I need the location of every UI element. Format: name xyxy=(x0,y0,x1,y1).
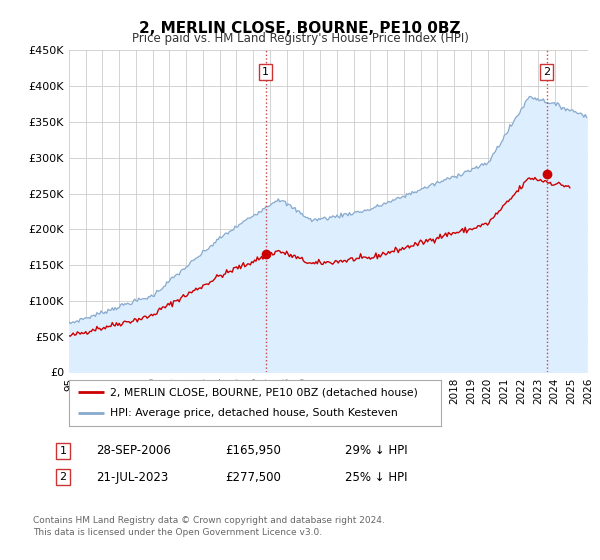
Text: HPI: Average price, detached house, South Kesteven: HPI: Average price, detached house, Sout… xyxy=(110,408,398,418)
Text: 1: 1 xyxy=(59,446,67,456)
Text: 21-JUL-2023: 21-JUL-2023 xyxy=(96,470,168,484)
Text: £165,950: £165,950 xyxy=(225,444,281,458)
Text: 2, MERLIN CLOSE, BOURNE, PE10 0BZ: 2, MERLIN CLOSE, BOURNE, PE10 0BZ xyxy=(139,21,461,36)
Text: 2: 2 xyxy=(543,67,550,77)
Text: £277,500: £277,500 xyxy=(225,470,281,484)
Text: Contains HM Land Registry data © Crown copyright and database right 2024.
This d: Contains HM Land Registry data © Crown c… xyxy=(33,516,385,537)
Text: Price paid vs. HM Land Registry's House Price Index (HPI): Price paid vs. HM Land Registry's House … xyxy=(131,32,469,45)
Text: 2: 2 xyxy=(59,472,67,482)
Text: 2, MERLIN CLOSE, BOURNE, PE10 0BZ (detached house): 2, MERLIN CLOSE, BOURNE, PE10 0BZ (detac… xyxy=(110,387,418,397)
Text: 25% ↓ HPI: 25% ↓ HPI xyxy=(345,470,407,484)
Text: 29% ↓ HPI: 29% ↓ HPI xyxy=(345,444,407,458)
Text: 1: 1 xyxy=(262,67,269,77)
Text: 28-SEP-2006: 28-SEP-2006 xyxy=(96,444,171,458)
